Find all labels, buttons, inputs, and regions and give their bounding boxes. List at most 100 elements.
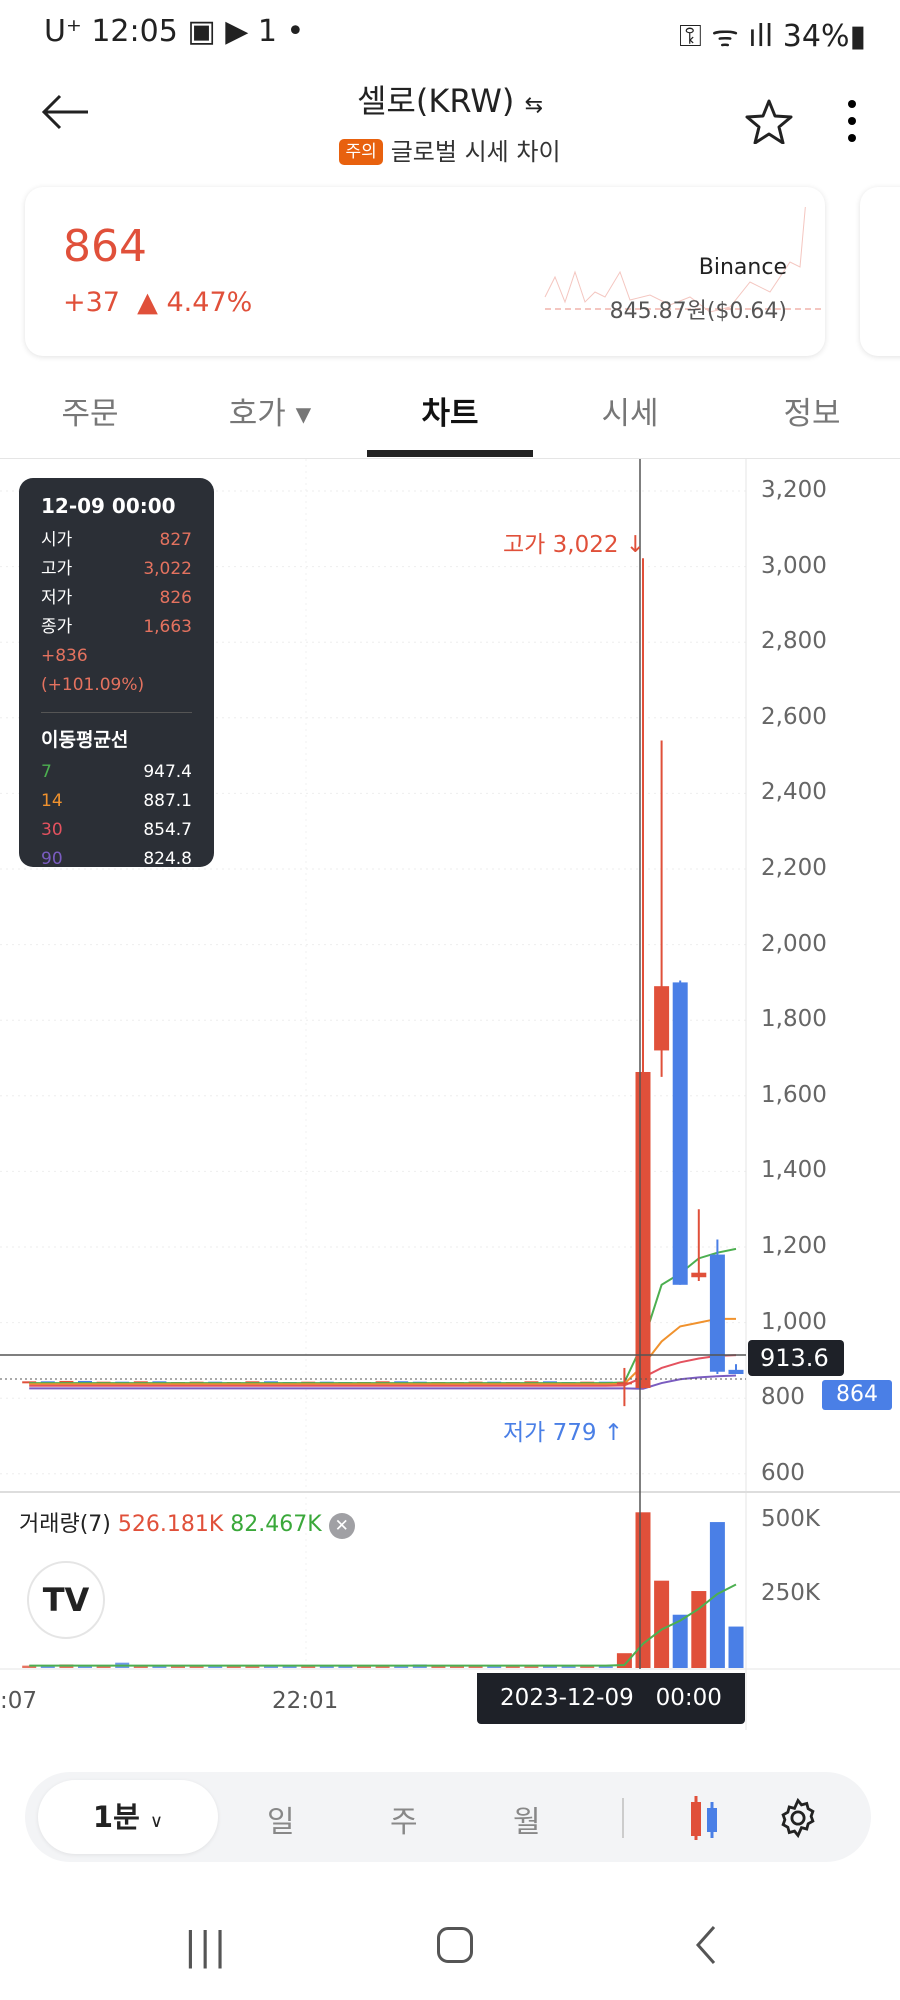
candle bbox=[691, 1272, 707, 1278]
volume-bar bbox=[40, 1666, 55, 1668]
tab-info[interactable]: 정보 bbox=[783, 396, 841, 432]
favorite-button[interactable] bbox=[745, 98, 793, 148]
price-tick-label: 600 bbox=[761, 1459, 805, 1486]
price-tick-label: 1,200 bbox=[761, 1233, 827, 1259]
interval-month[interactable]: 월 bbox=[513, 1805, 541, 1840]
price-tick-label: 1,600 bbox=[761, 1081, 827, 1108]
candle-type-icon[interactable] bbox=[685, 1794, 725, 1842]
ma-7-line bbox=[29, 1247, 737, 1385]
volume-bar bbox=[543, 1666, 557, 1668]
settings-gear-icon[interactable] bbox=[777, 1797, 819, 1839]
ma-30-line bbox=[29, 1354, 737, 1387]
volume-bar bbox=[728, 1626, 744, 1668]
tooltip-change: +836 (+101.09%) bbox=[41, 646, 145, 695]
low-marker: 저가 779 ↑ bbox=[503, 1420, 624, 1446]
home-icon[interactable] bbox=[437, 1927, 473, 1963]
back-nav-icon[interactable] bbox=[694, 1925, 718, 1965]
price-change: +37 ▲ 4.47% bbox=[63, 287, 253, 318]
volume-ma-line bbox=[29, 1583, 737, 1667]
candle bbox=[654, 986, 670, 1051]
volume-bar bbox=[96, 1666, 111, 1668]
ma-14-line bbox=[29, 1317, 736, 1386]
more-menu-button[interactable] bbox=[846, 98, 858, 148]
volume-tick-label: 250K bbox=[761, 1580, 820, 1606]
tab-trades[interactable]: 시세 bbox=[601, 396, 659, 432]
volume-bar bbox=[319, 1666, 334, 1668]
price-tick-label: 2,400 bbox=[761, 779, 827, 806]
volume-bar bbox=[208, 1666, 223, 1668]
candle bbox=[672, 982, 688, 1285]
volume-bar bbox=[22, 1665, 37, 1668]
crosshair-time-label: 2023-12-09 00:00 bbox=[477, 1673, 745, 1724]
crosshair-price-label: 913.6 bbox=[748, 1340, 844, 1376]
volume-bar bbox=[133, 1665, 148, 1668]
ticker-card[interactable]: 864 +37 ▲ 4.47% Binance 845.87원($0.64) bbox=[25, 187, 825, 356]
volume-bar bbox=[468, 1666, 483, 1668]
recent-apps-icon[interactable]: ||| bbox=[184, 1924, 229, 1968]
close-volume-icon[interactable]: ✕ bbox=[328, 1513, 355, 1539]
price-tick-label: 2,200 bbox=[761, 855, 827, 881]
high-marker: 고가 3,022 ↓ bbox=[503, 532, 646, 558]
tradingview-logo[interactable]: TV bbox=[27, 1561, 105, 1639]
volume-bar bbox=[561, 1666, 576, 1668]
volume-bar bbox=[431, 1666, 446, 1668]
swap-icon: ⇆ bbox=[524, 93, 544, 118]
volume-bar bbox=[524, 1666, 539, 1668]
warning-badge: 주의 bbox=[339, 139, 383, 165]
volume-legend: 거래량(7) 526.181K 82.467K ✕ bbox=[19, 1506, 355, 1539]
price-chart[interactable] bbox=[0, 0, 900, 1760]
exchange-name: Binance bbox=[698, 255, 787, 280]
candle bbox=[728, 1369, 744, 1375]
price-tick-label: 3,000 bbox=[761, 552, 827, 579]
volume-bar bbox=[152, 1665, 167, 1668]
more-vertical-icon bbox=[848, 100, 856, 142]
volume-bar bbox=[598, 1666, 613, 1668]
global-price: 845.87원($0.64) bbox=[609, 299, 787, 324]
price-tick-label: 1,800 bbox=[761, 1006, 827, 1033]
volume-bar bbox=[78, 1666, 92, 1668]
volume-bar bbox=[357, 1666, 371, 1668]
current-price-label: 864 bbox=[822, 1380, 892, 1410]
chevron-down-icon: ∨ bbox=[149, 1811, 164, 1832]
back-arrow-icon bbox=[41, 94, 88, 130]
interval-select[interactable]: 1분 ∨ bbox=[38, 1780, 218, 1854]
interval-week[interactable]: 주 bbox=[390, 1805, 418, 1840]
warning-subtitle: 주의 글로벌 시세 차이 bbox=[0, 132, 900, 167]
volume-bar bbox=[226, 1666, 241, 1668]
price-tick-label: 1,000 bbox=[761, 1308, 827, 1335]
price-tick-label: 2,800 bbox=[761, 628, 827, 655]
ohlc-tooltip: 12-09 00:00 시가 827 고가 3,022 저가 826 종가 1,663 … bbox=[19, 478, 214, 869]
tab-orderbook[interactable]: 호가 ▾ bbox=[228, 396, 312, 432]
active-tab-indicator bbox=[367, 450, 533, 457]
volume-bar bbox=[264, 1666, 278, 1668]
volume-bar bbox=[450, 1666, 464, 1668]
chart-toolbar: 1분 ∨ 일 주 월 bbox=[25, 1772, 871, 1862]
volume-bar bbox=[375, 1666, 390, 1668]
divider bbox=[622, 1798, 624, 1838]
price-tick-label: 2,000 bbox=[761, 930, 827, 957]
time-label: 22:01 bbox=[272, 1688, 339, 1714]
price-tick-label: 1,400 bbox=[761, 1157, 827, 1184]
volume-bar bbox=[171, 1666, 185, 1668]
divider bbox=[0, 458, 900, 459]
volume-tick-label: 500K bbox=[761, 1506, 820, 1532]
status-right: ⚿ ᯤ ıll 34%▮ bbox=[678, 19, 866, 54]
volume-bar bbox=[654, 1580, 670, 1668]
tab-order[interactable]: 주문 bbox=[61, 396, 119, 432]
volume-bar bbox=[487, 1666, 502, 1668]
candle bbox=[616, 1382, 632, 1385]
candle bbox=[709, 1254, 725, 1372]
star-icon bbox=[745, 99, 793, 145]
tooltip-datetime: 12-09 00:00 bbox=[41, 494, 176, 518]
interval-day[interactable]: 일 bbox=[267, 1805, 295, 1840]
back-button[interactable] bbox=[38, 92, 92, 138]
volume-bar bbox=[301, 1666, 316, 1668]
volume-bar bbox=[282, 1666, 297, 1668]
status-carrier-time: U⁺ 12:05 ▣ ▶ 1 • bbox=[44, 14, 305, 49]
page-title[interactable]: 셀로(KRW) ⇆ bbox=[356, 82, 544, 120]
volume-bar bbox=[580, 1666, 595, 1668]
ma-90-line bbox=[29, 1374, 737, 1390]
notification-icons: ▣ ▶ 1 • bbox=[187, 14, 305, 49]
volume-bar bbox=[505, 1665, 520, 1668]
tab-chart[interactable]: 차트 bbox=[421, 396, 479, 432]
